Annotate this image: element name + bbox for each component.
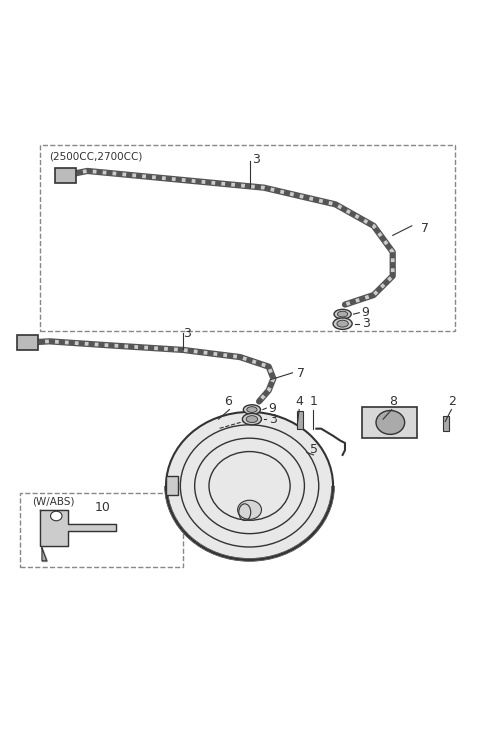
Ellipse shape bbox=[238, 500, 262, 520]
Text: 6: 6 bbox=[224, 395, 232, 408]
Text: 3: 3 bbox=[183, 327, 191, 339]
Ellipse shape bbox=[337, 320, 348, 327]
Text: 1: 1 bbox=[310, 395, 318, 408]
Ellipse shape bbox=[247, 407, 257, 413]
Polygon shape bbox=[42, 548, 47, 561]
Text: 10: 10 bbox=[95, 501, 110, 514]
Text: 9: 9 bbox=[269, 401, 276, 415]
Bar bbox=[55, 168, 76, 183]
Bar bbox=[166, 476, 178, 495]
Ellipse shape bbox=[242, 413, 262, 425]
Bar bbox=[17, 335, 38, 350]
Text: 7: 7 bbox=[421, 221, 429, 235]
Text: 4: 4 bbox=[296, 395, 303, 408]
Ellipse shape bbox=[50, 511, 62, 521]
Bar bbox=[297, 410, 303, 429]
Ellipse shape bbox=[333, 318, 352, 329]
Text: 3: 3 bbox=[269, 413, 276, 426]
Text: (2500CC,2700CC): (2500CC,2700CC) bbox=[49, 152, 143, 162]
Polygon shape bbox=[39, 510, 116, 545]
Ellipse shape bbox=[243, 404, 261, 414]
Text: 2: 2 bbox=[448, 395, 456, 408]
Ellipse shape bbox=[334, 309, 351, 319]
Ellipse shape bbox=[337, 311, 348, 317]
Ellipse shape bbox=[246, 415, 258, 423]
Text: 7: 7 bbox=[297, 368, 305, 380]
Text: 3: 3 bbox=[362, 317, 370, 330]
Bar bbox=[362, 407, 417, 438]
Ellipse shape bbox=[376, 410, 405, 435]
Bar bbox=[443, 415, 448, 431]
Text: 3: 3 bbox=[252, 154, 260, 167]
Text: 5: 5 bbox=[310, 443, 318, 456]
Text: 8: 8 bbox=[389, 395, 396, 408]
Text: 9: 9 bbox=[362, 306, 370, 320]
Ellipse shape bbox=[166, 412, 333, 560]
Text: (W/ABS): (W/ABS) bbox=[33, 497, 75, 507]
